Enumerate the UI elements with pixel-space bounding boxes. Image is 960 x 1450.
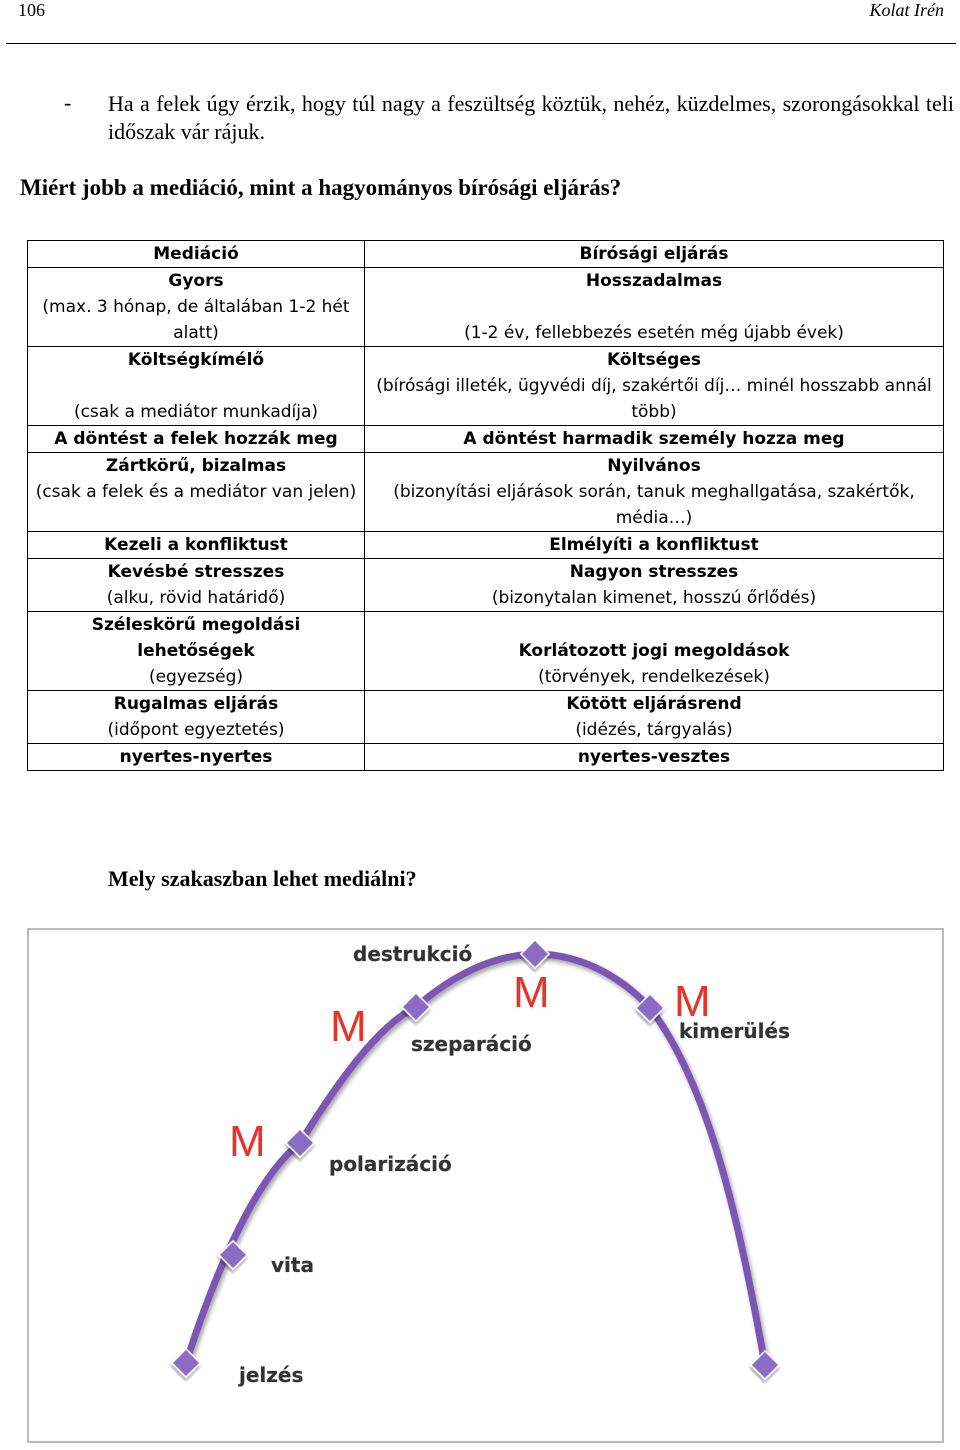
cell-detail: (egyezség): [148, 667, 244, 687]
cell-detail: (bírósági illeték, ügyvédi díj, szakértő…: [376, 376, 932, 422]
court-cell: Korlátozott jogi megoldások (törvények, …: [364, 611, 944, 691]
stage-marker-kimerules: [634, 992, 666, 1024]
court-cell: nyertes-vesztes: [364, 743, 944, 771]
stage-label-kimerules: kimerülés: [679, 1019, 790, 1043]
table-row: Rugalmas eljárás (időpont egyeztetés) Kö…: [27, 690, 944, 744]
mediation-cell: Széleskörű megoldási lehetőségek (egyezs…: [27, 611, 365, 691]
cell-detail: (csak a felek és a mediátor van jelen): [35, 482, 357, 502]
header-cell-court: Bírósági eljárás: [364, 240, 944, 268]
section-question-stages: Mely szakaszban lehet mediálni?: [108, 866, 417, 891]
stage-marker-vita: [217, 1239, 249, 1271]
mediation-mark-szeparacio: M: [330, 1002, 367, 1051]
stage-label-jelzes: jelzés: [238, 1363, 303, 1387]
cell-detail: (bizonyítási eljárások során, tanuk megh…: [393, 482, 915, 528]
table-row: Zártkörű, bizalmas (csak a felek és a me…: [27, 452, 944, 532]
stage-markers: [170, 938, 781, 1381]
cell-title: Rugalmas eljárás: [113, 694, 279, 714]
cell-title: Elmélyíti a konfliktust: [549, 535, 759, 555]
court-cell: Költséges (bírósági illeték, ügyvédi díj…: [364, 346, 944, 426]
mediation-cell: A döntést a felek hozzák meg: [27, 425, 365, 453]
stage-label-szeparacio: szeparáció: [411, 1032, 532, 1056]
stage-marker-destrukcio: [519, 938, 551, 970]
cell-title: Zártkörű, bizalmas: [105, 456, 287, 476]
cell-title: Költséges: [607, 350, 701, 370]
cell-detail: (csak a mediátor munkadíja): [73, 402, 319, 422]
cell-detail: (idézés, tárgyalás): [575, 720, 733, 740]
court-cell: Elmélyíti a konfliktust: [364, 531, 944, 559]
cell-title: Hosszadalmas: [585, 271, 723, 291]
court-cell: A döntést harmadik személy hozza meg: [364, 425, 944, 453]
cell-title: Kötött eljárásrend: [566, 694, 742, 714]
mediation-cell: nyertes-nyertes: [27, 743, 365, 771]
conflict-escalation-diagram: jelzés vita polarizáció szeparáció destr…: [27, 928, 944, 1443]
table-row: nyertes-nyertes nyertes-vesztes: [27, 743, 944, 771]
cell-title: nyertes-vesztes: [577, 747, 731, 767]
cell-detail: (alku, rövid határidő): [106, 588, 286, 608]
cell-title: Korlátozott jogi megoldások: [518, 641, 790, 661]
mediation-mark-kimerules: M: [674, 977, 711, 1026]
court-cell: Nagyon stresszes (bizonytalan kimenet, h…: [364, 558, 944, 612]
mediation-cell: Zártkörű, bizalmas (csak a felek és a me…: [27, 452, 365, 532]
cell-detail: (1-2 év, fellebbezés esetén még újabb év…: [464, 323, 844, 343]
court-cell: Hosszadalmas (1-2 év, fellebbezés esetén…: [364, 267, 944, 347]
table-row: Széleskörű megoldási lehetőségek (egyezs…: [27, 611, 944, 691]
table-row: Kevésbé stresszes (alku, rövid határidő)…: [27, 558, 944, 612]
cell-title: nyertes-nyertes: [119, 747, 273, 767]
header-cell-mediation: Mediáció: [27, 240, 365, 268]
escalation-curve-svg: jelzés vita polarizáció szeparáció destr…: [170, 938, 790, 1387]
bullet-dash: -: [64, 90, 72, 115]
table-row: Gyors (max. 3 hónap, de általában 1-2 hé…: [27, 267, 944, 347]
cell-title: Nagyon stresszes: [569, 562, 739, 582]
mediation-cell: Kezeli a konfliktust: [27, 531, 365, 559]
mediation-mark-destrukcio: M: [513, 968, 550, 1017]
cell-title: Kevésbé stresszes: [107, 562, 285, 582]
stage-label-polarizacio: polarizáció: [329, 1152, 452, 1176]
header-rule: [6, 43, 956, 44]
cell-title: A döntést harmadik személy hozza meg: [463, 429, 845, 449]
column-heading: Bírósági eljárás: [579, 244, 729, 264]
stage-marker-polarizacio: [284, 1127, 316, 1159]
stage-marker-jelzes: [170, 1347, 202, 1379]
cell-detail: (bizonytalan kimenet, hosszú őrlődés): [491, 588, 817, 608]
court-cell: Kötött eljárásrend (idézés, tárgyalás): [364, 690, 944, 744]
cell-title: Kezeli a konfliktust: [104, 535, 288, 555]
cell-title: Széleskörű megoldási lehetőségek: [91, 615, 301, 661]
stage-label-vita: vita: [271, 1253, 314, 1277]
mediation-cell: Gyors (max. 3 hónap, de általában 1-2 hé…: [27, 267, 365, 347]
escalation-curve: [182, 950, 769, 1369]
table-row: Költségkímélő (csak a mediátor munkadíja…: [27, 346, 944, 426]
cell-title: Nyilvános: [607, 456, 701, 476]
mediation-cell: Rugalmas eljárás (időpont egyeztetés): [27, 690, 365, 744]
bullet-paragraph: Ha a felek úgy érzik, hogy túl nagy a fe…: [108, 91, 954, 144]
table-row: Kezeli a konfliktust Elmélyíti a konflik…: [27, 531, 944, 559]
table-row: A döntést a felek hozzák meg A döntést h…: [27, 425, 944, 453]
mediation-cell: Költségkímélő (csak a mediátor munkadíja…: [27, 346, 365, 426]
cell-title: Költségkímélő: [127, 350, 265, 370]
comparison-table: Mediáció Bírósági eljárás Gyors (max. 3 …: [27, 240, 944, 771]
cell-detail: (törvények, rendelkezések): [538, 667, 770, 687]
stage-marker-szeparacio: [400, 991, 432, 1023]
page-number: 106: [18, 0, 45, 20]
mediation-mark-polarizacio: M: [229, 1117, 266, 1166]
cell-detail: (max. 3 hónap, de általában 1-2 hét alat…: [42, 297, 350, 343]
column-heading: Mediáció: [153, 244, 239, 264]
table-header-row: Mediáció Bírósági eljárás: [27, 240, 944, 268]
stage-marker-end: [749, 1349, 781, 1381]
running-author: Kolat Irén: [869, 0, 945, 20]
court-cell: Nyilvános (bizonyítási eljárások során, …: [364, 452, 944, 532]
cell-detail: (időpont egyeztetés): [107, 720, 285, 740]
stage-label-destrukcio: destrukció: [353, 942, 472, 966]
cell-title: A döntést a felek hozzák meg: [54, 429, 338, 449]
mediation-cell: Kevésbé stresszes (alku, rövid határidő): [27, 558, 365, 612]
cell-title: Gyors: [168, 271, 224, 291]
section-question-comparison: Miért jobb a mediáció, mint a hagyományo…: [20, 175, 622, 200]
